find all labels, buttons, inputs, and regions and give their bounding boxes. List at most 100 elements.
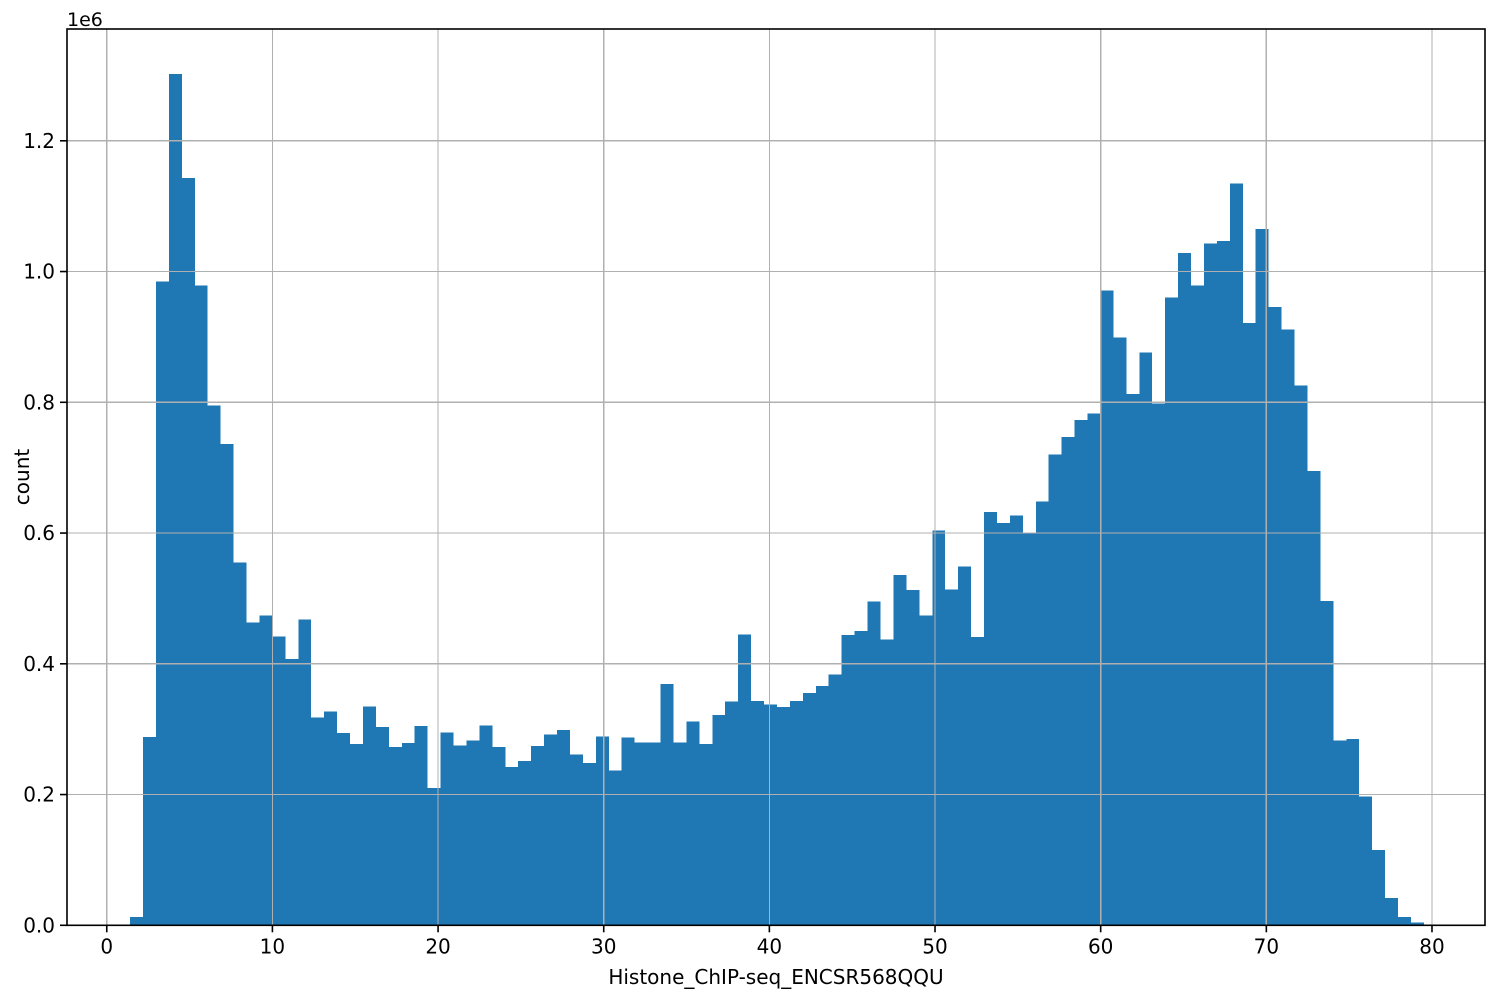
histogram-bar: [1359, 796, 1373, 926]
histogram-bar: [1178, 253, 1191, 926]
histogram-bar: [802, 693, 816, 926]
histogram-bar: [634, 742, 648, 926]
histogram-bar: [945, 589, 959, 926]
histogram-bar: [906, 589, 920, 926]
histogram-bar: [958, 566, 972, 926]
x-tick-label: 50: [922, 934, 947, 958]
y-tick-label: 1.0: [23, 260, 55, 284]
plot-border: [66, 28, 1486, 927]
histogram-bar: [1255, 229, 1269, 926]
histogram-bar: [168, 74, 182, 926]
histogram-bar: [932, 530, 946, 926]
histogram-bar: [595, 736, 609, 926]
histogram-bar: [1152, 403, 1166, 926]
histogram-bar: [1333, 740, 1347, 926]
histogram-bar: [1410, 922, 1424, 926]
histogram-bar: [971, 636, 984, 926]
x-tick-label: 40: [757, 934, 782, 958]
histogram-bar: [298, 619, 312, 926]
histogram-bar: [311, 717, 325, 926]
histogram-bar: [699, 744, 713, 926]
histogram-bar: [880, 639, 894, 926]
histogram-bar: [440, 732, 454, 926]
histogram-bar: [207, 405, 221, 926]
histogram-bar: [1398, 916, 1411, 926]
histogram-bar: [1022, 533, 1036, 926]
histogram-bar: [1372, 850, 1386, 926]
y-axis-label: count: [10, 449, 34, 506]
histogram-bar: [582, 763, 596, 926]
histogram-bar: [1281, 329, 1295, 926]
histogram-bar: [569, 754, 583, 926]
x-tick-label: 60: [1088, 934, 1113, 958]
histogram-bar: [531, 746, 545, 926]
histogram-bar: [1320, 601, 1334, 926]
y-tick-label: 0.2: [23, 783, 55, 807]
histogram-bar: [401, 742, 415, 926]
histogram-bar: [427, 788, 441, 926]
histogram-bar: [725, 701, 739, 926]
histogram-bar: [259, 615, 273, 926]
histogram-bar: [1074, 419, 1088, 926]
histogram-bar: [789, 701, 803, 926]
histogram-bar: [337, 733, 351, 926]
histogram-bar: [841, 635, 855, 926]
histogram-bar: [776, 706, 790, 926]
histogram-bar: [764, 704, 777, 926]
y-offset-label: 1e6: [67, 9, 103, 31]
histogram-bar: [375, 727, 389, 926]
histogram-bar: [414, 725, 428, 926]
y-tick-label: 0.4: [23, 652, 55, 676]
y-tick-label: 0.8: [23, 390, 55, 414]
histogram-bar: [1087, 413, 1101, 926]
histogram-bar: [1061, 436, 1075, 926]
histogram-bar: [751, 701, 765, 926]
histogram-bar: [272, 636, 286, 926]
histogram-bar: [984, 512, 997, 926]
histogram-bar: [1242, 323, 1256, 926]
histogram-bar: [1268, 306, 1282, 926]
histogram-bar: [1346, 738, 1360, 926]
histogram-bar: [828, 674, 842, 926]
y-tick-label: 0.0: [23, 913, 55, 937]
x-tick-label: 20: [425, 934, 450, 958]
histogram-bar: [621, 737, 635, 926]
histogram-bar: [1191, 285, 1204, 926]
histogram-bar: [1035, 501, 1049, 926]
histogram-bar: [324, 711, 338, 926]
x-axis-label: Histone_ChIP-seq_ENCSR568QQU: [608, 965, 943, 989]
histogram-bar: [194, 285, 208, 926]
histogram-bar: [1229, 183, 1243, 926]
histogram-bar: [479, 725, 493, 926]
histogram-bar: [1307, 470, 1321, 926]
histogram-bar: [518, 761, 532, 926]
y-tick-label: 1.2: [23, 129, 55, 153]
histogram-bar: [143, 737, 156, 926]
histogram-bar: [893, 574, 907, 926]
axis-tick-marks: [60, 139, 1433, 933]
x-tick-label: 0: [100, 934, 113, 958]
histogram-bar: [557, 729, 570, 926]
histogram-bar: [1009, 515, 1023, 926]
histogram-bar: [919, 615, 933, 926]
histogram-bar: [544, 734, 558, 926]
histogram-bar: [1126, 393, 1140, 926]
histogram-bar: [673, 742, 687, 926]
histogram-bar: [1203, 243, 1217, 926]
histogram-bar: [388, 746, 402, 926]
histogram-bar: [220, 444, 234, 926]
histogram-bar: [1216, 240, 1230, 926]
histogram-bar: [1294, 385, 1308, 926]
histogram-bar: [492, 746, 506, 926]
histogram-bar: [466, 740, 480, 926]
histogram-bar: [362, 706, 376, 926]
histogram-bar: [867, 601, 881, 926]
histogram-bar: [505, 767, 519, 926]
histogram-bar: [233, 562, 247, 926]
histogram-bar: [1385, 897, 1398, 926]
histogram-bars: [130, 74, 1424, 926]
histogram-bar: [854, 631, 868, 926]
histogram-bar: [285, 659, 299, 926]
x-tick-label: 80: [1419, 934, 1444, 958]
histogram-bar: [647, 742, 661, 926]
